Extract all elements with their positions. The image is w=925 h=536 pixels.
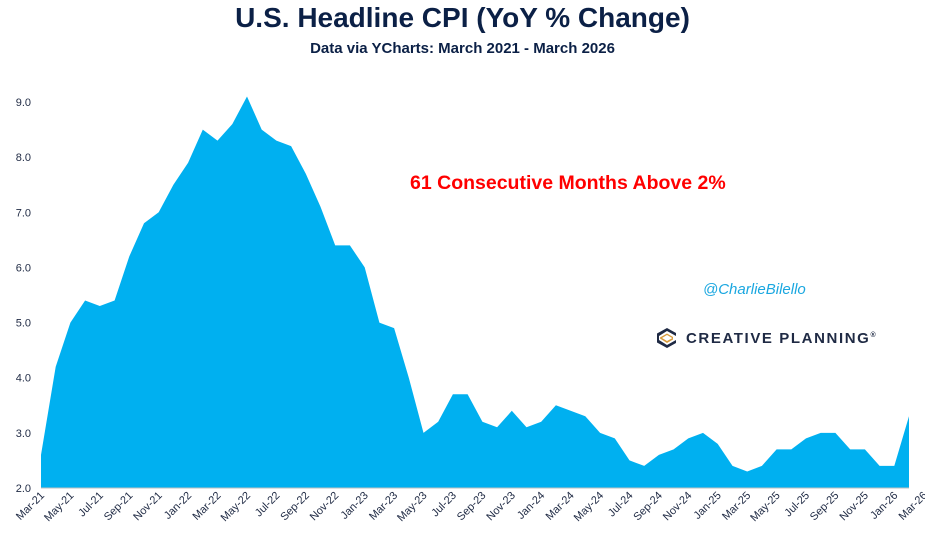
y-tick-label: 9.0	[16, 97, 31, 109]
x-tick-label: Jan-22	[162, 490, 194, 522]
x-tick-label: Jan-26	[868, 490, 900, 522]
x-tick-label: Nov-22	[308, 490, 342, 524]
y-axis: 2.0 3.0 4.0 5.0 6.0 7.0 8.0 9.0	[16, 97, 31, 495]
creative-planning-logo: CREATIVE PLANNING®	[656, 324, 877, 352]
x-tick-label: Mar-26	[897, 490, 925, 523]
series-layer	[41, 96, 909, 488]
x-tick-label: May-25	[748, 490, 782, 524]
y-tick-label: 8.0	[16, 152, 31, 164]
x-tick-label: Sep-24	[631, 490, 665, 524]
x-tick-label: Jan-23	[339, 490, 371, 522]
y-tick-label: 7.0	[16, 207, 31, 219]
x-tick-label: Nov-21	[131, 490, 165, 524]
x-tick-label: Jan-25	[692, 490, 724, 522]
logo-trademark: ®	[870, 331, 878, 339]
chart-subtitle: Data via YCharts: March 2021 - March 202…	[310, 40, 615, 57]
y-tick-label: 5.0	[16, 318, 31, 330]
x-tick-label: Sep-23	[455, 490, 489, 524]
x-tick-label: Nov-24	[661, 490, 695, 524]
x-tick-label: Sep-22	[278, 490, 312, 524]
x-tick-label: Sep-25	[808, 490, 842, 524]
x-tick-label: May-21	[42, 490, 76, 524]
y-tick-label: 6.0	[16, 262, 31, 274]
y-tick-label: 2.0	[16, 483, 31, 495]
x-tick-label: Sep-21	[102, 490, 136, 524]
y-tick-label: 3.0	[16, 428, 31, 440]
x-tick-label: Nov-23	[484, 490, 518, 524]
x-tick-label: May-23	[395, 490, 429, 524]
x-tick-label: Mar-22	[190, 490, 223, 523]
chart-title: U.S. Headline CPI (YoY % Change)	[235, 2, 690, 33]
x-tick-label: Mar-25	[720, 490, 753, 523]
cpi-area-series	[41, 96, 909, 488]
creative-planning-logo-icon	[657, 328, 676, 348]
twitter-handle: @CharlieBilello	[703, 281, 806, 298]
y-tick-label: 4.0	[16, 373, 31, 385]
creative-planning-logo-text: CREATIVE PLANNING®	[686, 330, 877, 347]
logo-wordmark: CREATIVE PLANNING	[686, 329, 871, 347]
x-tick-label: May-22	[219, 490, 253, 524]
annotation-consecutive-months: 61 Consecutive Months Above 2%	[410, 172, 726, 194]
x-tick-label: Nov-25	[837, 490, 871, 524]
x-tick-label: Jan-24	[515, 490, 547, 522]
x-tick-label: May-24	[572, 490, 606, 524]
x-tick-label: Mar-24	[544, 490, 577, 523]
x-tick-label: Mar-23	[367, 490, 400, 523]
